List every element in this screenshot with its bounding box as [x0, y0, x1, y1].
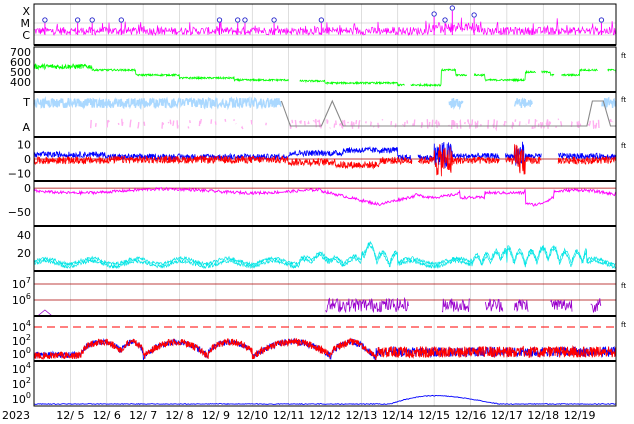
x-tick-label: 12/14 — [382, 409, 414, 422]
sector-line — [280, 99, 616, 127]
y-label-m: M — [21, 17, 31, 30]
flare-marker — [42, 17, 48, 23]
flare-marker — [431, 11, 437, 17]
flare-marker — [89, 17, 95, 23]
x-tick-label: 12/ 9 — [202, 409, 230, 422]
electron-flux-series — [325, 296, 602, 314]
y-tick-label: 500 — [10, 66, 31, 79]
flare-marker — [242, 17, 248, 23]
flare-marker — [449, 5, 455, 11]
x-tick-label: 12/17 — [491, 409, 523, 422]
x-tick-label: 12/ 8 — [165, 409, 193, 422]
x-tick-label: 12/ 7 — [129, 409, 157, 422]
x-tick-label: 12/12 — [309, 409, 341, 422]
flare-marker — [271, 17, 277, 23]
solar-wind-speed-series — [33, 62, 617, 88]
x-tick-label: 12/18 — [527, 409, 559, 422]
flare-marker — [235, 17, 241, 23]
y-tick-label: 20 — [17, 247, 31, 260]
y-tick-label: −10 — [8, 168, 31, 181]
y-tick-label: 0 — [24, 153, 31, 166]
x-tick-label: 12/10 — [236, 409, 268, 422]
bt-series — [33, 141, 617, 170]
y-label-c: C — [22, 29, 30, 42]
x-tick-label: 12/15 — [418, 409, 450, 422]
year-label: 2023 — [2, 409, 30, 422]
y-tick-label: 100 — [12, 391, 31, 406]
series-a — [91, 119, 616, 129]
right-mark: ft — [621, 142, 626, 150]
x-tick-label: 12/19 — [564, 409, 596, 422]
flare-marker — [75, 17, 81, 23]
y-tick-label: 104 — [12, 319, 31, 334]
x-tick-label: 12/ 5 — [56, 409, 84, 422]
flare-marker — [598, 17, 605, 23]
flare-marker — [216, 17, 223, 23]
flare-marker — [318, 17, 325, 23]
y-tick-label: 107 — [12, 276, 31, 291]
flare-series — [33, 17, 617, 37]
flare-marker — [442, 17, 448, 23]
y-label-x: X — [22, 5, 30, 18]
particle-series — [33, 394, 617, 405]
flare-marker — [118, 17, 124, 23]
y-tick-label: 104 — [12, 361, 31, 376]
y-tick-label: −50 — [8, 206, 31, 219]
y-tick-label: 40 — [17, 229, 31, 242]
x-tick-label: 12/16 — [455, 409, 487, 422]
kp-series-2 — [33, 240, 617, 267]
y-tick-label: 100 — [12, 346, 31, 361]
x-tick-label: 12/ 6 — [93, 409, 121, 422]
y-tick-label: 600 — [10, 56, 31, 69]
y-tick-label: 0 — [24, 182, 31, 195]
bz-series — [33, 143, 617, 177]
right-mark: ft — [621, 321, 626, 329]
kp-series-1 — [33, 243, 617, 270]
proton-series-red — [33, 337, 617, 361]
y-tick-label: 400 — [10, 76, 31, 89]
right-mark: ft — [621, 52, 626, 60]
series-t — [33, 95, 617, 111]
y-tick-label: 102 — [12, 333, 31, 348]
y-tick-label: 106 — [12, 292, 31, 307]
right-mark: ft — [621, 282, 626, 290]
x-tick-label: 12/11 — [273, 409, 305, 422]
y-label-a: A — [22, 121, 30, 134]
y-label-t: T — [22, 96, 30, 109]
flare-marker — [471, 12, 477, 18]
y-tick-label: 10 — [17, 138, 31, 151]
x-tick-label: 12/13 — [346, 409, 378, 422]
dst-series — [33, 186, 617, 207]
y-tick-label: 700 — [10, 46, 31, 59]
y-tick-label: 102 — [12, 376, 31, 391]
electron-flux-start — [37, 309, 53, 317]
right-mark: ft — [621, 96, 626, 104]
